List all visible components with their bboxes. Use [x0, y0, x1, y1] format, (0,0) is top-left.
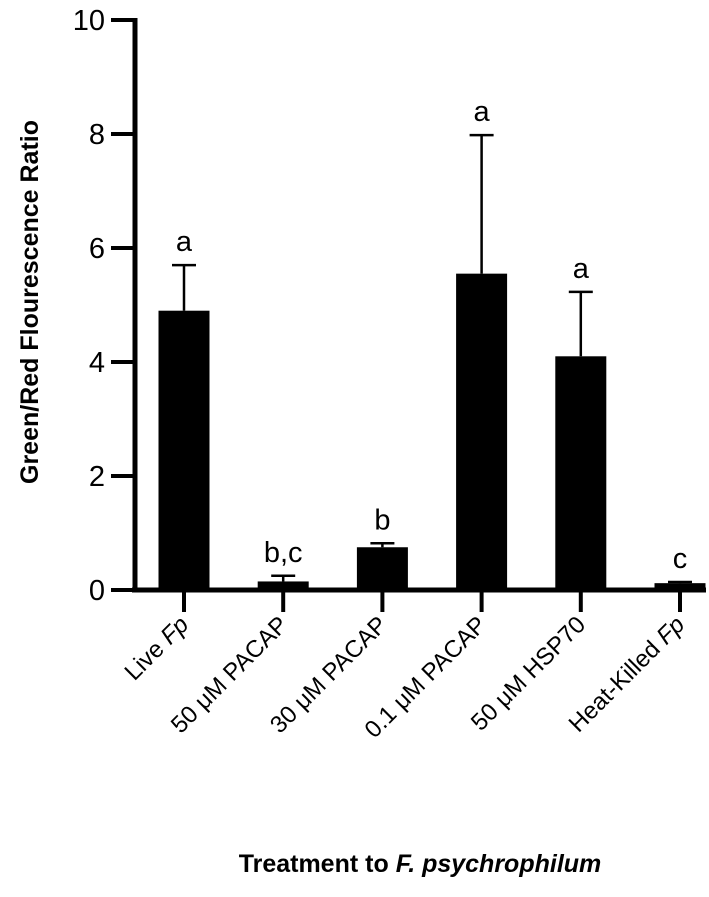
bar	[158, 310, 210, 590]
x-axis-label-italic: F. psychrophilum	[396, 850, 602, 878]
y-tick-label: 8	[89, 119, 105, 151]
significance-label: a	[573, 253, 590, 285]
bar	[257, 581, 309, 590]
y-tick-label: 2	[89, 461, 105, 493]
x-axis-label-text: Treatment to	[239, 850, 396, 878]
significance-label: b	[374, 504, 390, 536]
bar	[555, 356, 607, 590]
significance-label: a	[176, 226, 193, 258]
x-tick-label-text: Heat-Killed	[564, 631, 671, 738]
y-tick-label: 4	[89, 347, 105, 379]
significance-label: c	[673, 543, 688, 575]
significance-label: a	[474, 96, 491, 128]
bar	[456, 273, 508, 590]
x-axis-label: Treatment to F. psychrophilum	[239, 850, 602, 878]
significance-label: b,c	[264, 537, 303, 569]
y-tick-label: 10	[73, 5, 105, 37]
bar	[654, 583, 706, 590]
bar	[356, 547, 408, 590]
y-axis-label: Green/Red Flourescence Ratio	[16, 120, 44, 484]
y-tick-label: 6	[89, 233, 105, 265]
x-tick-label: Live Fp	[119, 611, 194, 686]
y-tick-label: 0	[89, 575, 105, 607]
